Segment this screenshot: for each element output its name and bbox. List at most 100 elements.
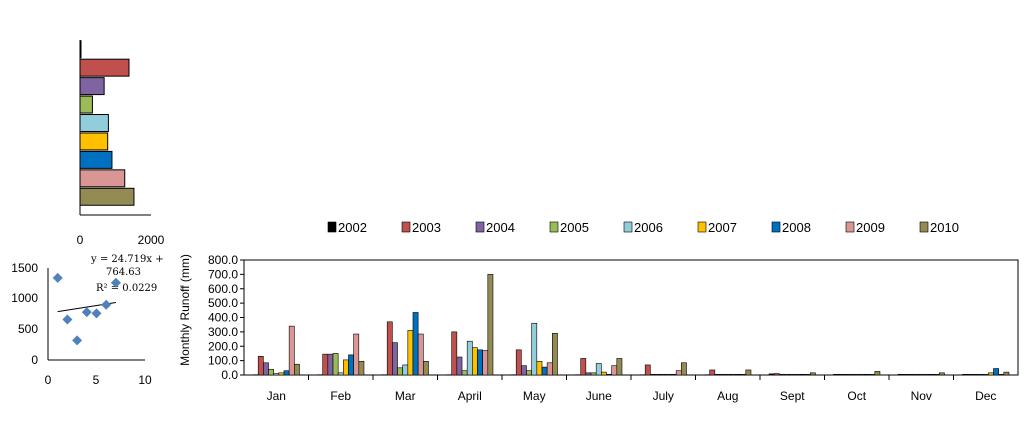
y-axis-label: Monthly Runoff (mm) <box>178 254 192 366</box>
bar-2002-Jan <box>252 374 259 376</box>
y-tick-label: 100.0 <box>208 354 238 368</box>
bar-2009-Dec <box>998 373 1005 376</box>
hbar-2010 <box>79 187 135 206</box>
y-tick-label: 800.0 <box>208 253 238 267</box>
bar-2008-Sept <box>799 373 806 376</box>
legend-swatch-2002 <box>327 221 337 233</box>
x-tick-label: Feb <box>330 389 351 403</box>
bar-2007-Feb <box>343 359 349 376</box>
bar-2009-Nov <box>933 373 940 376</box>
hbar-2002 <box>79 40 82 59</box>
bar-2007-July <box>665 373 672 376</box>
bar-2008-Oct <box>864 373 870 376</box>
hbar-2004 <box>79 77 105 96</box>
scatter-point-5 <box>91 308 102 319</box>
bar-2010-Jan <box>294 363 300 376</box>
x-tick-label: May <box>523 389 546 403</box>
bar-2007-Jan <box>278 372 285 376</box>
bar-2002-Sept <box>768 373 775 376</box>
scatter-y-tick-1: 500 <box>18 322 38 336</box>
y-tick-label: 400.0 <box>208 311 238 325</box>
bar-2007-Sept <box>794 373 801 376</box>
scatter-x-tick-2: 10 <box>138 373 152 387</box>
scatter-point-1 <box>52 272 63 283</box>
bar-2010-June <box>616 358 623 376</box>
legend-swatch-2003 <box>401 221 411 233</box>
bar-2008-July <box>670 373 677 376</box>
bar-2003-Dec <box>967 373 974 376</box>
bar-2003-Feb <box>322 353 329 376</box>
x-tick-label: June <box>586 389 612 403</box>
bar-2004-Mar <box>392 342 398 376</box>
bar-2008-Nov <box>928 373 935 376</box>
y-tick-label: 0.0 <box>221 368 238 382</box>
bar-2004-Feb <box>327 353 334 376</box>
bar-2006-Mar <box>402 364 409 376</box>
bar-2007-Mar <box>407 330 414 376</box>
bar-2005-Nov <box>913 373 919 376</box>
bar-2006-May <box>531 322 538 376</box>
hbar-x-tick-1: 2000 <box>138 233 165 247</box>
bar-2010-July <box>681 362 687 376</box>
bar-2005-May <box>526 370 532 376</box>
scatter-point-3 <box>72 335 83 346</box>
trendline-equation-line-2: 764.63 <box>106 267 141 278</box>
bar-2008-May <box>541 366 548 376</box>
bar-2007-Nov <box>923 373 930 376</box>
legend-label-2010: 2010 <box>930 220 959 235</box>
bar-2007-Aug <box>730 373 736 376</box>
r-squared-label: R² = 0.0229 <box>96 283 157 294</box>
bar-2003-Jan <box>257 356 264 376</box>
y-tick-label: 500.0 <box>208 296 238 310</box>
bar-2002-Dec <box>962 373 968 376</box>
bar-2003-Sept <box>773 373 780 376</box>
x-tick-label: Dec <box>975 389 996 403</box>
bar-2010-Nov <box>939 372 945 376</box>
bar-2007-June <box>601 371 607 376</box>
annual-total-bar-chart: 0 2000 <box>77 40 165 247</box>
bar-2007-May <box>536 361 543 376</box>
scatter-point-7 <box>110 277 121 288</box>
x-tick-label: Nov <box>911 389 932 403</box>
bar-2007-April <box>472 347 478 376</box>
bar-2010-Oct <box>874 371 881 376</box>
bar-2004-April <box>456 356 463 376</box>
bar-2010-Aug <box>745 369 752 376</box>
hbar-2007 <box>79 132 109 151</box>
bar-2006-April <box>466 340 473 376</box>
legend-swatch-2009 <box>845 221 855 233</box>
legend-label-2002: 2002 <box>338 220 367 235</box>
bar-2010-Mar <box>423 361 429 376</box>
bar-2003-Aug <box>709 369 716 376</box>
bar-2010-Dec <box>1003 371 1010 376</box>
x-tick-label: July <box>653 389 674 403</box>
bar-2010-Sept <box>810 372 816 376</box>
legend-label-2005: 2005 <box>560 220 589 235</box>
bar-2006-Dec <box>982 373 989 376</box>
bar-2008-Aug <box>735 373 741 376</box>
x-tick-label: Sept <box>780 389 805 403</box>
bar-2002-July <box>639 374 646 376</box>
hbar-2003 <box>79 58 130 77</box>
x-tick-label: Aug <box>717 389 738 403</box>
bar-2005-Sept <box>784 373 790 376</box>
bar-2003-July <box>644 364 651 376</box>
y-tick-label: 700.0 <box>208 267 238 281</box>
bar-2004-May <box>521 365 527 376</box>
bar-2009-Feb <box>353 333 360 376</box>
trendline-equation-line-1: y = 24.719x + <box>90 254 164 265</box>
bar-2010-Feb <box>358 361 365 376</box>
hbar-2009 <box>79 169 126 188</box>
bar-2008-Feb <box>348 354 354 376</box>
legend-label-2006: 2006 <box>634 220 663 235</box>
bar-2008-June <box>606 373 612 376</box>
bar-2004-Jan <box>263 362 269 376</box>
x-tick-label: Jan <box>267 389 286 403</box>
bar-2006-Oct <box>853 373 860 376</box>
scatter-plot: 0 500 1000 1500 0 5 10 y = 24.719x + 764… <box>11 254 163 387</box>
bar-2008-Mar <box>412 312 419 376</box>
bar-2006-Feb <box>337 372 344 376</box>
bar-2005-June <box>590 372 597 376</box>
bar-2002-Nov <box>897 373 904 376</box>
